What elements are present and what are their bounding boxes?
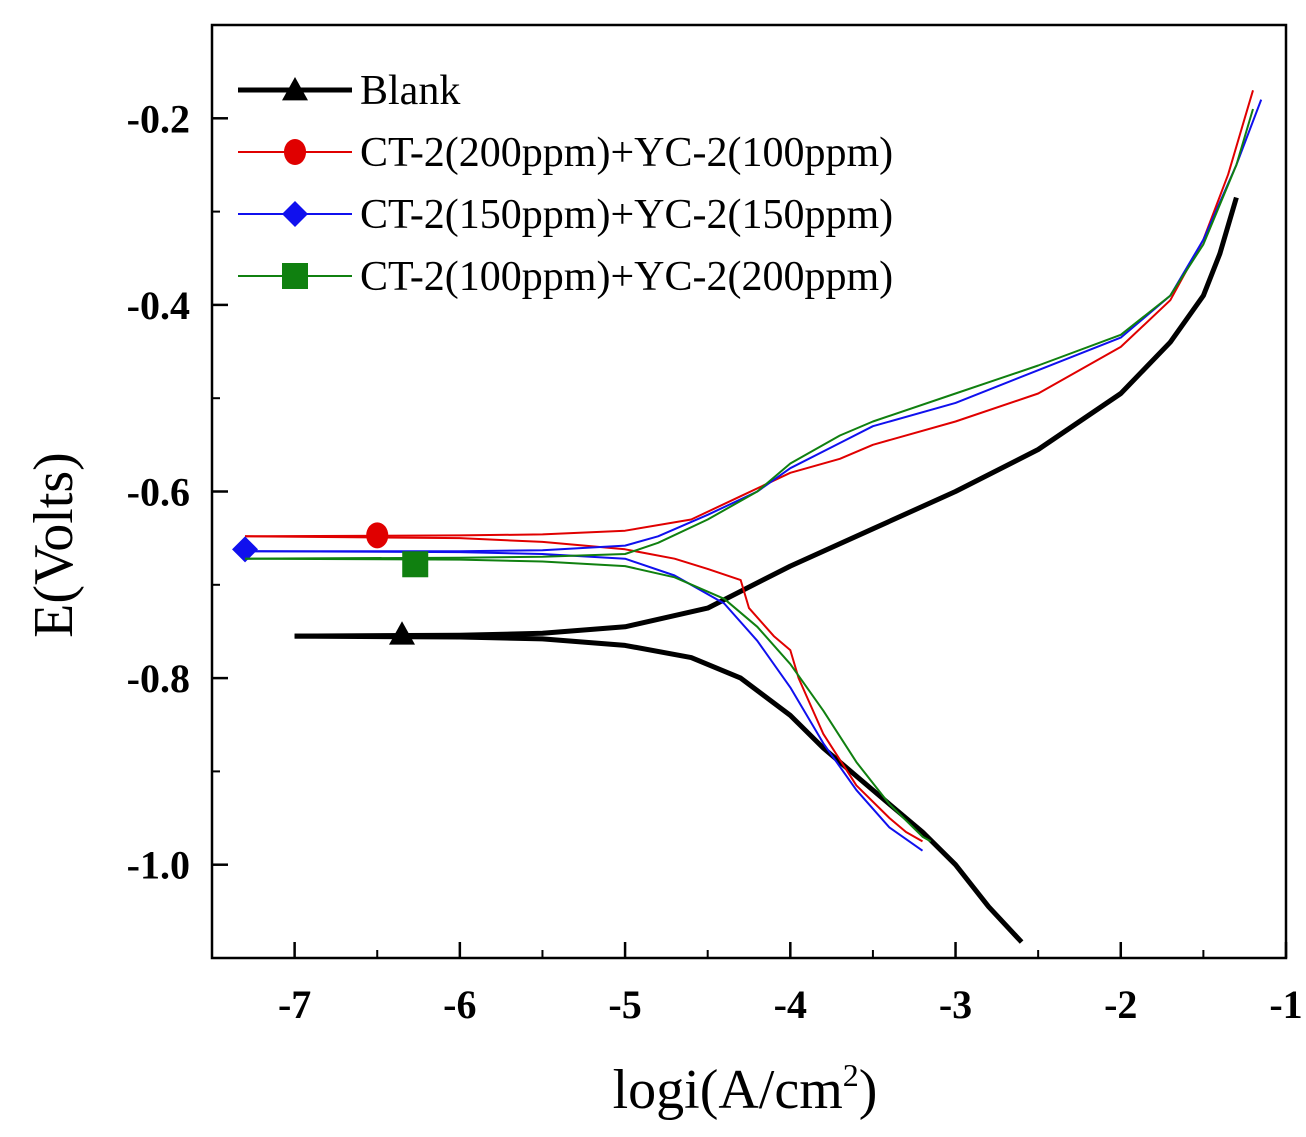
cathodic-branch <box>244 550 924 852</box>
y-tick-label: -0.2 <box>127 96 190 141</box>
x-tick-label: -2 <box>1104 982 1137 1027</box>
data-marker <box>402 551 429 578</box>
x-axis-title-main: logi(A/cm <box>613 1059 843 1121</box>
y-tick-label: -1.0 <box>127 843 190 888</box>
legend-label: Blank <box>360 68 460 114</box>
x-axis-title-superscript: 2 <box>843 1057 859 1093</box>
x-axis-title: logi(A/cm2) <box>613 1057 878 1121</box>
series-layer <box>232 90 1263 944</box>
legend-label: CT-2(150ppm)+YC-2(150ppm) <box>360 192 893 238</box>
x-tick-label: -7 <box>278 982 311 1027</box>
series-circle <box>244 90 1254 843</box>
legend-item: Blank <box>238 68 460 114</box>
y-tick-label: -0.6 <box>127 470 190 515</box>
x-tick-label: -6 <box>443 982 476 1027</box>
x-tick-label: -1 <box>1269 982 1302 1027</box>
legend-item: CT-2(200ppm)+YC-2(100ppm) <box>238 130 893 176</box>
legend-marker <box>282 263 308 289</box>
cathodic-branch <box>244 557 932 843</box>
legend-item: CT-2(100ppm)+YC-2(200ppm) <box>238 254 893 300</box>
legend-label: CT-2(100ppm)+YC-2(200ppm) <box>360 254 893 300</box>
legend-marker <box>282 77 308 101</box>
y-tick-label: -0.4 <box>127 283 190 328</box>
anodic-branch <box>244 90 1254 538</box>
data-marker <box>232 536 259 563</box>
y-tick-label: -0.8 <box>127 656 190 701</box>
anodic-branch <box>294 196 1239 639</box>
legend-label: CT-2(200ppm)+YC-2(100ppm) <box>360 130 893 176</box>
data-marker <box>389 621 416 645</box>
cathodic-branch <box>244 535 923 843</box>
y-axis-title: E(Volts) <box>23 452 85 638</box>
legend-marker <box>282 201 308 227</box>
data-marker <box>366 522 389 549</box>
series-triangle <box>294 196 1239 944</box>
axes-layer: -7 -6 -5 -4 -3 -2 -1 -0.2 -0.4 -0.6 -0.8 -1.0 <box>127 24 1303 1027</box>
x-tick-label: -4 <box>774 982 807 1027</box>
x-tick-label: -5 <box>608 982 641 1027</box>
legend: Blank CT-2(200ppm)+YC-2(100ppm) CT-2(150pp… <box>238 68 893 300</box>
legend-item: CT-2(150ppm)+YC-2(150ppm) <box>238 192 893 238</box>
anodic-branch <box>244 108 1254 560</box>
x-tick-label: -3 <box>939 982 972 1027</box>
x-axis-title-close: ) <box>859 1059 878 1121</box>
series-square <box>244 108 1254 843</box>
legend-marker <box>283 139 307 165</box>
cathodic-branch <box>294 633 1024 944</box>
